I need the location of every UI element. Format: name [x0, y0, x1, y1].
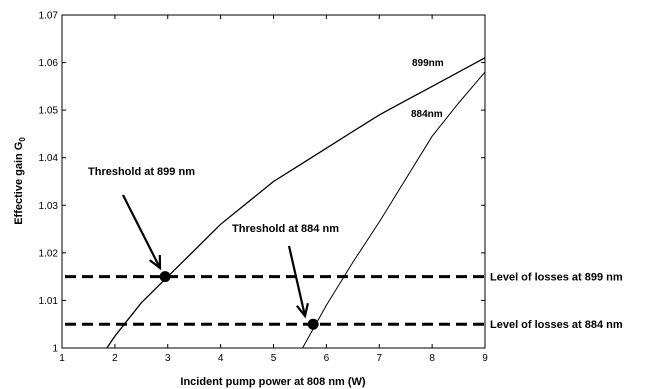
- loss-level-label: Level of losses at 884 nm: [490, 319, 623, 331]
- loss-level-label: Level of losses at 899 nm: [490, 272, 623, 284]
- x-tick-label: 3: [165, 353, 171, 364]
- arrow-shaft: [122, 194, 161, 269]
- x-axis-label: Incident pump power at 808 nm (W): [180, 376, 366, 388]
- y-tick-label: 1.03: [39, 201, 59, 212]
- threshold-point: [159, 271, 171, 283]
- y-tick-label: 1.01: [39, 296, 59, 307]
- y-tick-label: 1: [52, 344, 58, 355]
- x-tick-label: 2: [112, 353, 118, 364]
- reference-lines: Level of losses at 899 nm Level of losses…: [65, 272, 623, 331]
- x-axis-ticks: 1 2 3 4 5 6 7 8 9: [59, 15, 488, 364]
- arrow-head: [149, 254, 162, 271]
- series-label: 884nm: [411, 109, 443, 120]
- x-tick-label: 8: [429, 353, 435, 364]
- y-axis-ticks: 1 1.01 1.02 1.03 1.04 1.05 1.06 1.07: [39, 11, 485, 355]
- x-tick-label: 4: [218, 353, 224, 364]
- y-axis-label-main: Effective gain G: [13, 142, 25, 225]
- y-axis-label: Effective gain G0: [13, 137, 27, 225]
- y-tick-label: 1.05: [39, 106, 59, 117]
- x-tick-label: 7: [376, 353, 382, 364]
- threshold-label: Threshold at 899 nm: [88, 166, 195, 178]
- y-tick-label: 1.06: [39, 58, 59, 69]
- arrow-head: [296, 303, 309, 319]
- x-tick-label: 1: [59, 353, 65, 364]
- y-tick-label: 1.04: [39, 153, 59, 164]
- y-tick-label: 1.07: [39, 11, 59, 22]
- series-line: [106, 57, 486, 349]
- annotations: Threshold at 899 nm Threshold at 884 nm: [88, 166, 339, 330]
- series-line: [302, 71, 486, 349]
- threshold-point: [307, 318, 319, 330]
- curves: 899nm 884nm: [106, 57, 486, 349]
- x-tick-label: 5: [271, 353, 277, 364]
- series-label: 899nm: [412, 58, 444, 69]
- x-tick-label: 6: [324, 353, 330, 364]
- y-tick-label: 1.02: [39, 248, 59, 259]
- arrow-shaft: [287, 245, 307, 317]
- y-axis-label-subscript: 0: [18, 137, 27, 142]
- threshold-label: Threshold at 884 nm: [232, 223, 339, 235]
- x-tick-label: 9: [482, 353, 488, 364]
